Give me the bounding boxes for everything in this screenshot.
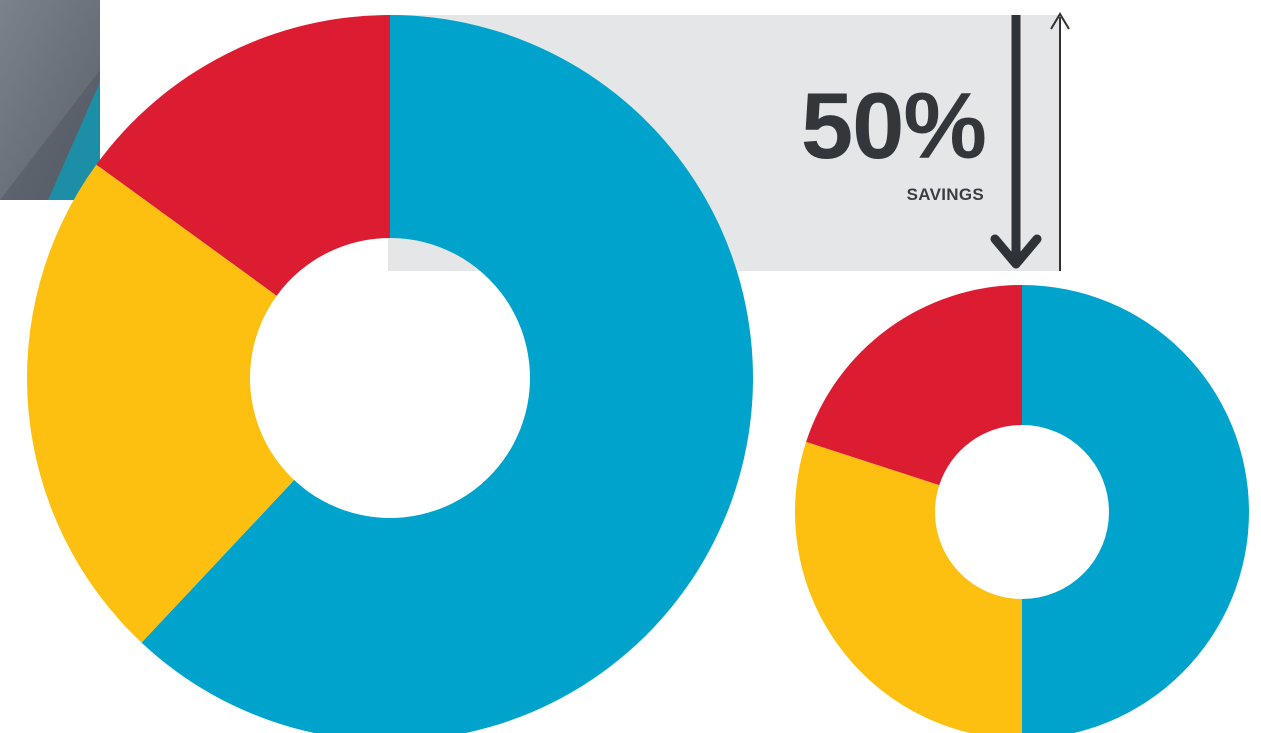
donut-small-slice-2 [795,441,1022,733]
savings-value: 50% [801,73,986,178]
donut-small-slice-3 [806,285,1022,486]
corner-decoration [0,0,100,200]
donut-large-slice-1 [141,15,753,733]
donut-chart-small [795,285,1249,733]
donut-small-slice-1 [1022,285,1249,733]
reduction-arrow-head [990,234,1042,269]
donut-large-slice-3 [96,15,390,296]
corner-fold-shadow [0,70,100,200]
donut-chart-large [26,15,753,733]
donut-large-slice-2 [26,164,295,643]
reference-arrow-head [1050,12,1070,30]
savings-label: SAVINGS [907,185,984,204]
